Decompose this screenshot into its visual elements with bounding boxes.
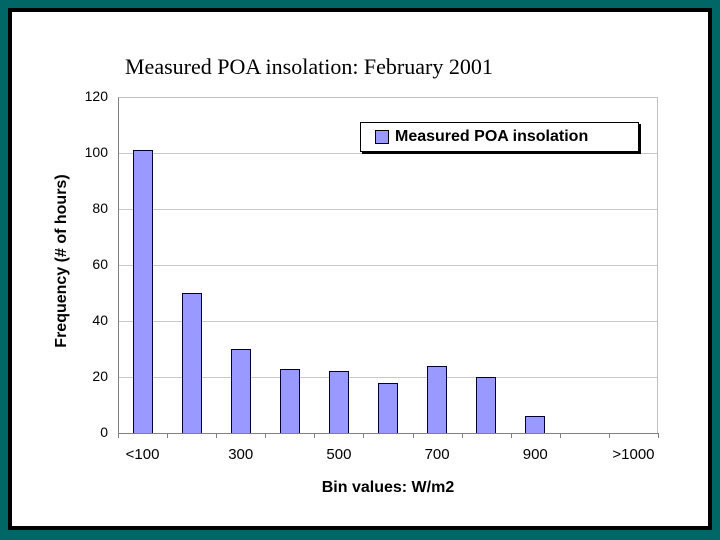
y-tick-label: 120 xyxy=(84,88,108,104)
x-tick-label: 300 xyxy=(228,446,254,463)
slide-frame: Measured POA insolation: February 2001 0… xyxy=(8,8,712,530)
x-tick-mark xyxy=(461,433,463,438)
bar xyxy=(476,377,497,433)
legend: Measured POA insolation xyxy=(360,122,639,152)
bar xyxy=(132,150,153,433)
x-tick-mark xyxy=(265,433,267,438)
x-tick-label: 500 xyxy=(326,446,352,463)
legend-label: Measured POA insolation xyxy=(395,128,589,145)
x-tick-label: <100 xyxy=(125,446,160,463)
bar xyxy=(328,371,349,433)
legend-swatch-icon xyxy=(375,130,389,144)
x-tick-mark xyxy=(363,433,365,438)
x-tick-mark xyxy=(559,433,561,438)
bar xyxy=(279,368,300,433)
slide: Measured POA insolation: February 2001 0… xyxy=(12,12,708,526)
y-tick-label: 80 xyxy=(92,200,108,216)
x-tick-mark xyxy=(510,433,512,438)
x-tick-label: 700 xyxy=(424,446,450,463)
bar xyxy=(181,293,202,433)
x-tick-mark xyxy=(608,433,610,438)
gridline xyxy=(119,321,657,322)
y-tick-label: 40 xyxy=(92,312,108,328)
y-tick-label: 60 xyxy=(92,256,108,272)
x-tick-label: >1000 xyxy=(612,446,655,463)
gridline xyxy=(119,153,657,154)
gridline xyxy=(119,209,657,210)
x-tick-mark xyxy=(412,433,414,438)
x-axis-label: Bin values: W/m2 xyxy=(321,479,455,496)
y-axis-label: Frequency (# of hours) xyxy=(53,174,70,348)
x-tick-mark xyxy=(314,433,316,438)
x-tick-mark xyxy=(658,433,659,438)
gridline xyxy=(119,377,657,378)
y-tick-label: 0 xyxy=(100,424,108,440)
x-tick-mark xyxy=(118,433,119,438)
bar xyxy=(525,416,546,433)
bar xyxy=(378,382,398,433)
bar xyxy=(427,365,448,433)
x-tick-label: 900 xyxy=(522,446,548,463)
y-tick-label: 100 xyxy=(84,144,108,160)
x-tick-mark xyxy=(216,433,218,438)
plot-area xyxy=(118,97,658,434)
x-axis xyxy=(118,433,658,434)
x-tick-mark xyxy=(167,433,169,438)
chart-title: Measured POA insolation: February 2001 xyxy=(125,54,493,79)
bar xyxy=(230,349,251,433)
gridline xyxy=(119,265,657,266)
y-tick-label: 20 xyxy=(92,368,108,384)
